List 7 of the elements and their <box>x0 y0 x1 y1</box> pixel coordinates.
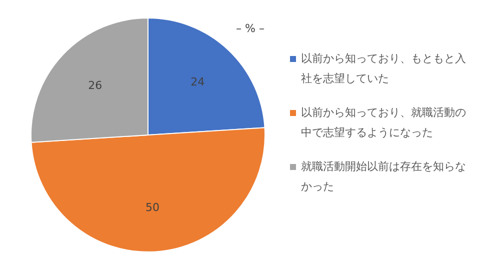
legend-label: 以前から知っており、もともと入社を志望していた <box>301 51 467 87</box>
data-label: 26 <box>88 78 102 92</box>
data-label: 24 <box>190 76 205 89</box>
chart-subtitle: – % – <box>236 22 264 35</box>
legend-label: 就職活動開始以前は存在を知らなかった <box>301 159 467 195</box>
data-label: 50 <box>146 200 160 214</box>
legend-label: 以前から知っており、就職活動の中で志望するようになった <box>301 105 467 141</box>
